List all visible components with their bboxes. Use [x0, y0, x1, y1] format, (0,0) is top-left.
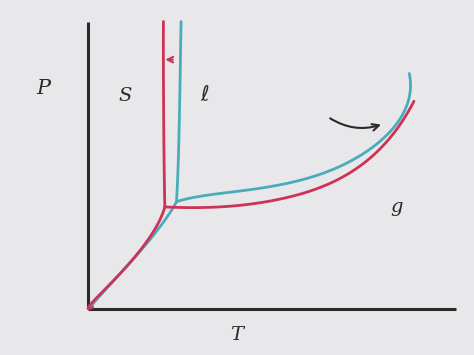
Text: $\ell$: $\ell$ [200, 85, 210, 105]
Text: g: g [391, 198, 403, 216]
Text: S: S [118, 87, 132, 105]
Text: P: P [37, 79, 51, 98]
Text: T: T [230, 327, 244, 344]
